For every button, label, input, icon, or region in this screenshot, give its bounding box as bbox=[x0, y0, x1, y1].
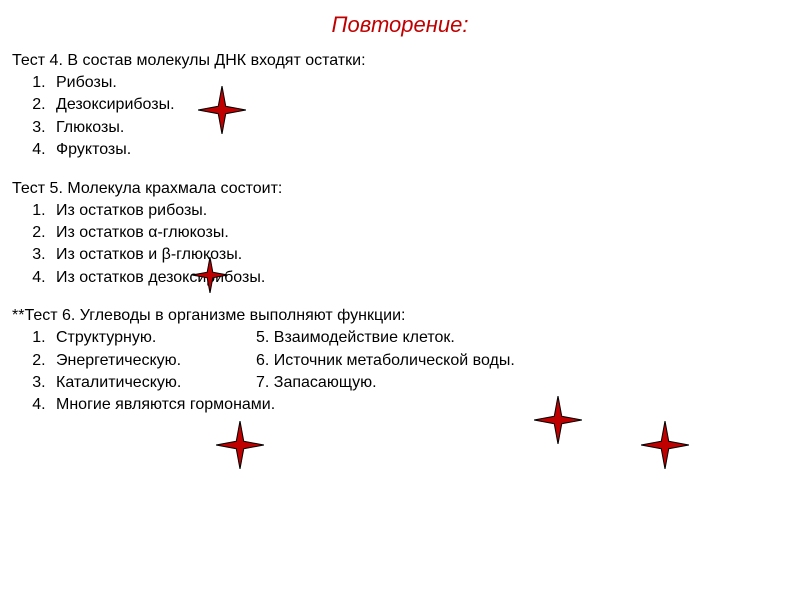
test6-options: Структурную. 5. Взаимодействие клеток. Э… bbox=[12, 327, 800, 417]
star-marker-icon bbox=[534, 396, 582, 444]
star-marker-icon bbox=[641, 421, 689, 469]
test6-row4: Многие являются гормонами. bbox=[50, 394, 800, 416]
test6-right6: 6. Источник метаболической воды. bbox=[256, 350, 800, 372]
test6-question: **Тест 6. Углеводы в организме выполняют… bbox=[12, 307, 800, 325]
test6-row3: Каталитическую. 7. Запасающую. bbox=[50, 372, 800, 394]
page-title: Повторение: bbox=[0, 0, 800, 48]
test5-options: Из остатков рибозы. Из остатков α-глюкоз… bbox=[12, 200, 800, 290]
test6-right7: 7. Запасающую. bbox=[256, 372, 800, 394]
test6-row2: Энергетическую. 6. Источник метаболическ… bbox=[50, 350, 800, 372]
star-marker-icon bbox=[192, 257, 228, 293]
test4-opt3: Глюкозы. bbox=[50, 117, 800, 139]
test5-opt2: Из остатков α-глюкозы. bbox=[50, 222, 800, 244]
test6-right5: 5. Взаимодействие клеток. bbox=[256, 327, 800, 349]
test6-left4: Многие являются гормонами. bbox=[56, 396, 275, 413]
content-area: Тест 4. В состав молекулы ДНК входят ост… bbox=[0, 52, 800, 417]
test4-opt4: Фруктозы. bbox=[50, 139, 800, 161]
test5-opt3: Из остатков и β-глюкозы. bbox=[50, 244, 800, 266]
test6-left1: Структурную. bbox=[56, 327, 256, 349]
test4-options: Рибозы. Дезоксирибозы. Глюкозы. Фруктозы… bbox=[12, 72, 800, 162]
test5-opt1: Из остатков рибозы. bbox=[50, 200, 800, 222]
test4-question: Тест 4. В состав молекулы ДНК входят ост… bbox=[12, 52, 800, 70]
test6-left2: Энергетическую. bbox=[56, 350, 256, 372]
test6-left3: Каталитическую. bbox=[56, 372, 256, 394]
test5-question: Тест 5. Молекула крахмала состоит: bbox=[12, 180, 800, 198]
test4-opt2: Дезоксирибозы. bbox=[50, 94, 800, 116]
test4-opt1: Рибозы. bbox=[50, 72, 800, 94]
star-marker-icon bbox=[216, 421, 264, 469]
star-marker-icon bbox=[198, 86, 246, 134]
test6-row1: Структурную. 5. Взаимодействие клеток. bbox=[50, 327, 800, 349]
test5-opt4: Из остатков дезоксирибозы. bbox=[50, 267, 800, 289]
